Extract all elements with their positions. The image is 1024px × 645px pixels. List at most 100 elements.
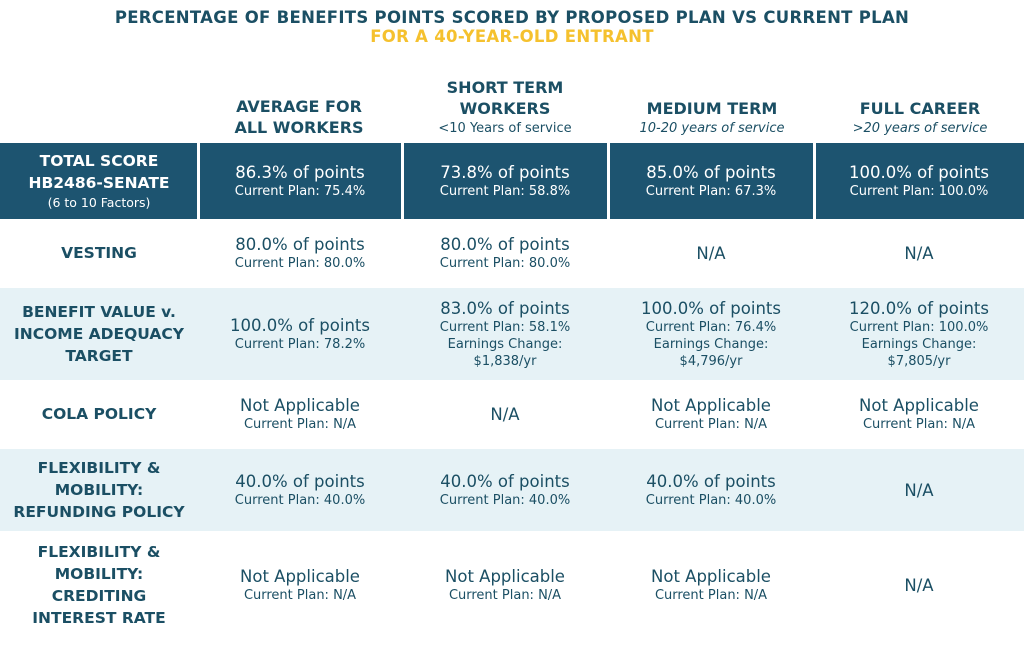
cell-detail: Current Plan: 100.0% <box>849 184 989 199</box>
cell-score: Not Applicable <box>859 396 979 415</box>
table-cell: N/A <box>608 220 814 286</box>
cell-detail: Earnings Change: <box>653 337 769 352</box>
table-cell: Not Applicable Current Plan: N/A <box>608 381 814 447</box>
column-header: SHORT TERM WORKERS <10 Years of service <box>400 66 610 138</box>
table-cell: N/A <box>402 381 608 447</box>
column-header: AVERAGE FOR ALL WORKERS <box>194 66 404 138</box>
cell-detail: Current Plan: 67.3% <box>645 184 777 199</box>
table-cell: 100.0% of points Current Plan: 76.4% Earni… <box>608 288 814 380</box>
cell-score: N/A <box>904 480 934 500</box>
table-cell: Not Applicable Current Plan: N/A <box>198 381 402 447</box>
cell-score: 86.3% of points <box>235 163 365 182</box>
table-cell: Not Applicable Current Plan: N/A <box>608 533 814 637</box>
cell-detail: Current Plan: 40.0% <box>439 493 571 508</box>
cell-detail: Current Plan: N/A <box>448 588 562 603</box>
column-divider <box>401 143 404 219</box>
column-header: FULL CAREER >20 years of service <box>815 66 1024 138</box>
cell-score: 100.0% of points <box>230 316 370 335</box>
column-header-name: MEDIUM TERM <box>646 99 778 118</box>
table-cell: N/A <box>814 449 1024 531</box>
row-label-line: REFUNDING POLICY <box>13 503 185 521</box>
row-label-text: COLA POLICY <box>42 403 157 425</box>
column-header: MEDIUM TERM 10-20 years of service <box>607 66 817 138</box>
column-header-name: FULL CAREER <box>859 99 981 118</box>
cell-score: Not Applicable <box>651 567 771 586</box>
cell-detail: Earnings Change: <box>447 337 563 352</box>
cell-score: 85.0% of points <box>646 163 776 182</box>
table-row: COLA POLICY Not Applicable Current Plan: N… <box>0 381 1024 447</box>
table-cell: 100.0% of points Current Plan: 78.2% <box>198 288 402 380</box>
column-header-name: AVERAGE FOR <box>236 97 362 116</box>
column-header-subtitle: <10 Years of service <box>438 121 572 136</box>
row-label-line: COLA POLICY <box>41 405 157 423</box>
row-label-line: MOBILITY: <box>54 565 144 583</box>
row-label-text: FLEXIBILITY & MOBILITY: REFUNDING POLICY <box>13 457 184 523</box>
table-cell: 83.0% of points Current Plan: 58.1% Earnin… <box>402 288 608 380</box>
column-header-subtitle: >20 years of service <box>852 121 988 136</box>
cell-detail: Current Plan: N/A <box>243 588 357 603</box>
column-header-name: WORKERS <box>459 99 551 118</box>
table-cell: 100.0% of points Current Plan: 100.0% <box>814 143 1024 219</box>
row-label-line: VESTING <box>61 244 137 262</box>
row-label: TOTAL SCORE HB2486-SENATE (6 to 10 Factors… <box>0 143 198 219</box>
row-label-line: MOBILITY: <box>54 481 144 499</box>
column-header-name: SHORT TERM <box>446 78 564 97</box>
cell-score: N/A <box>490 404 520 424</box>
column-header-subtitle: 10-20 years of service <box>639 121 785 136</box>
column-header-name: ALL WORKERS <box>234 118 364 137</box>
cell-detail: Current Plan: 76.4% <box>645 320 777 335</box>
row-label: COLA POLICY <box>0 381 198 447</box>
table-cell: 85.0% of points Current Plan: 67.3% <box>608 143 814 219</box>
cell-detail: $7,805/yr <box>887 354 951 369</box>
row-label-line: FLEXIBILITY & <box>37 543 161 561</box>
cell-detail: Current Plan: 100.0% <box>849 320 989 335</box>
cell-detail: Current Plan: 80.0% <box>234 256 366 271</box>
table-cell: Not Applicable Current Plan: N/A <box>814 381 1024 447</box>
cell-detail: Current Plan: 58.1% <box>439 320 571 335</box>
cell-score: Not Applicable <box>651 396 771 415</box>
row-label-line: BENEFIT VALUE v. <box>22 303 176 321</box>
table-row: BENEFIT VALUE v. INCOME ADEQUACY TARGET 100… <box>0 288 1024 380</box>
row-label-line: CREDITING <box>51 587 147 605</box>
row-label-line: HB2486-SENATE <box>28 174 170 192</box>
cell-score: N/A <box>904 575 934 595</box>
cell-detail: Current Plan: N/A <box>654 588 768 603</box>
cell-score: 80.0% of points <box>440 235 570 254</box>
cell-score: 100.0% of points <box>849 163 989 182</box>
cell-score: N/A <box>904 243 934 263</box>
row-label-text: FLEXIBILITY & MOBILITY: CREDITING INTEREST … <box>32 541 165 629</box>
cell-score: 40.0% of points <box>646 472 776 491</box>
cell-score: N/A <box>696 243 726 263</box>
row-label: FLEXIBILITY & MOBILITY: REFUNDING POLICY <box>0 449 198 531</box>
row-label: FLEXIBILITY & MOBILITY: CREDITING INTEREST … <box>0 533 198 637</box>
table-cell: 120.0% of points Current Plan: 100.0% Earn… <box>814 288 1024 380</box>
table-cell: 40.0% of points Current Plan: 40.0% <box>402 449 608 531</box>
table-cell: 40.0% of points Current Plan: 40.0% <box>198 449 402 531</box>
cell-detail: Current Plan: 80.0% <box>439 256 571 271</box>
row-label-line: INTEREST RATE <box>32 609 166 627</box>
cell-detail: Current Plan: 40.0% <box>645 493 777 508</box>
row-label-line: TOTAL SCORE <box>39 152 159 170</box>
table-cell: 80.0% of points Current Plan: 80.0% <box>198 220 402 286</box>
row-label-line: TARGET <box>65 347 133 365</box>
table-cell: N/A <box>814 220 1024 286</box>
cell-detail: Current Plan: 78.2% <box>234 337 366 352</box>
row-label-text: VESTING <box>61 242 137 264</box>
row-label-line: FLEXIBILITY & <box>37 459 161 477</box>
table-cell: 73.8% of points Current Plan: 58.8% <box>402 143 608 219</box>
table-cell: 80.0% of points Current Plan: 80.0% <box>402 220 608 286</box>
cell-score: 100.0% of points <box>641 299 781 318</box>
cell-detail: $4,796/yr <box>679 354 743 369</box>
cell-score: Not Applicable <box>240 567 360 586</box>
table-cell: Not Applicable Current Plan: N/A <box>402 533 608 637</box>
table-row: FLEXIBILITY & MOBILITY: CREDITING INTEREST … <box>0 533 1024 637</box>
cell-score: 40.0% of points <box>235 472 365 491</box>
row-label: VESTING <box>0 220 198 286</box>
cell-score: 120.0% of points <box>849 299 989 318</box>
cell-score: Not Applicable <box>445 567 565 586</box>
table-cell: 86.3% of points Current Plan: 75.4% <box>198 143 402 219</box>
cell-score: 83.0% of points <box>440 299 570 318</box>
chart-subtitle: FOR A 40-YEAR-OLD ENTRANT <box>370 27 654 46</box>
cell-detail: Earnings Change: <box>861 337 977 352</box>
cell-score: Not Applicable <box>240 396 360 415</box>
